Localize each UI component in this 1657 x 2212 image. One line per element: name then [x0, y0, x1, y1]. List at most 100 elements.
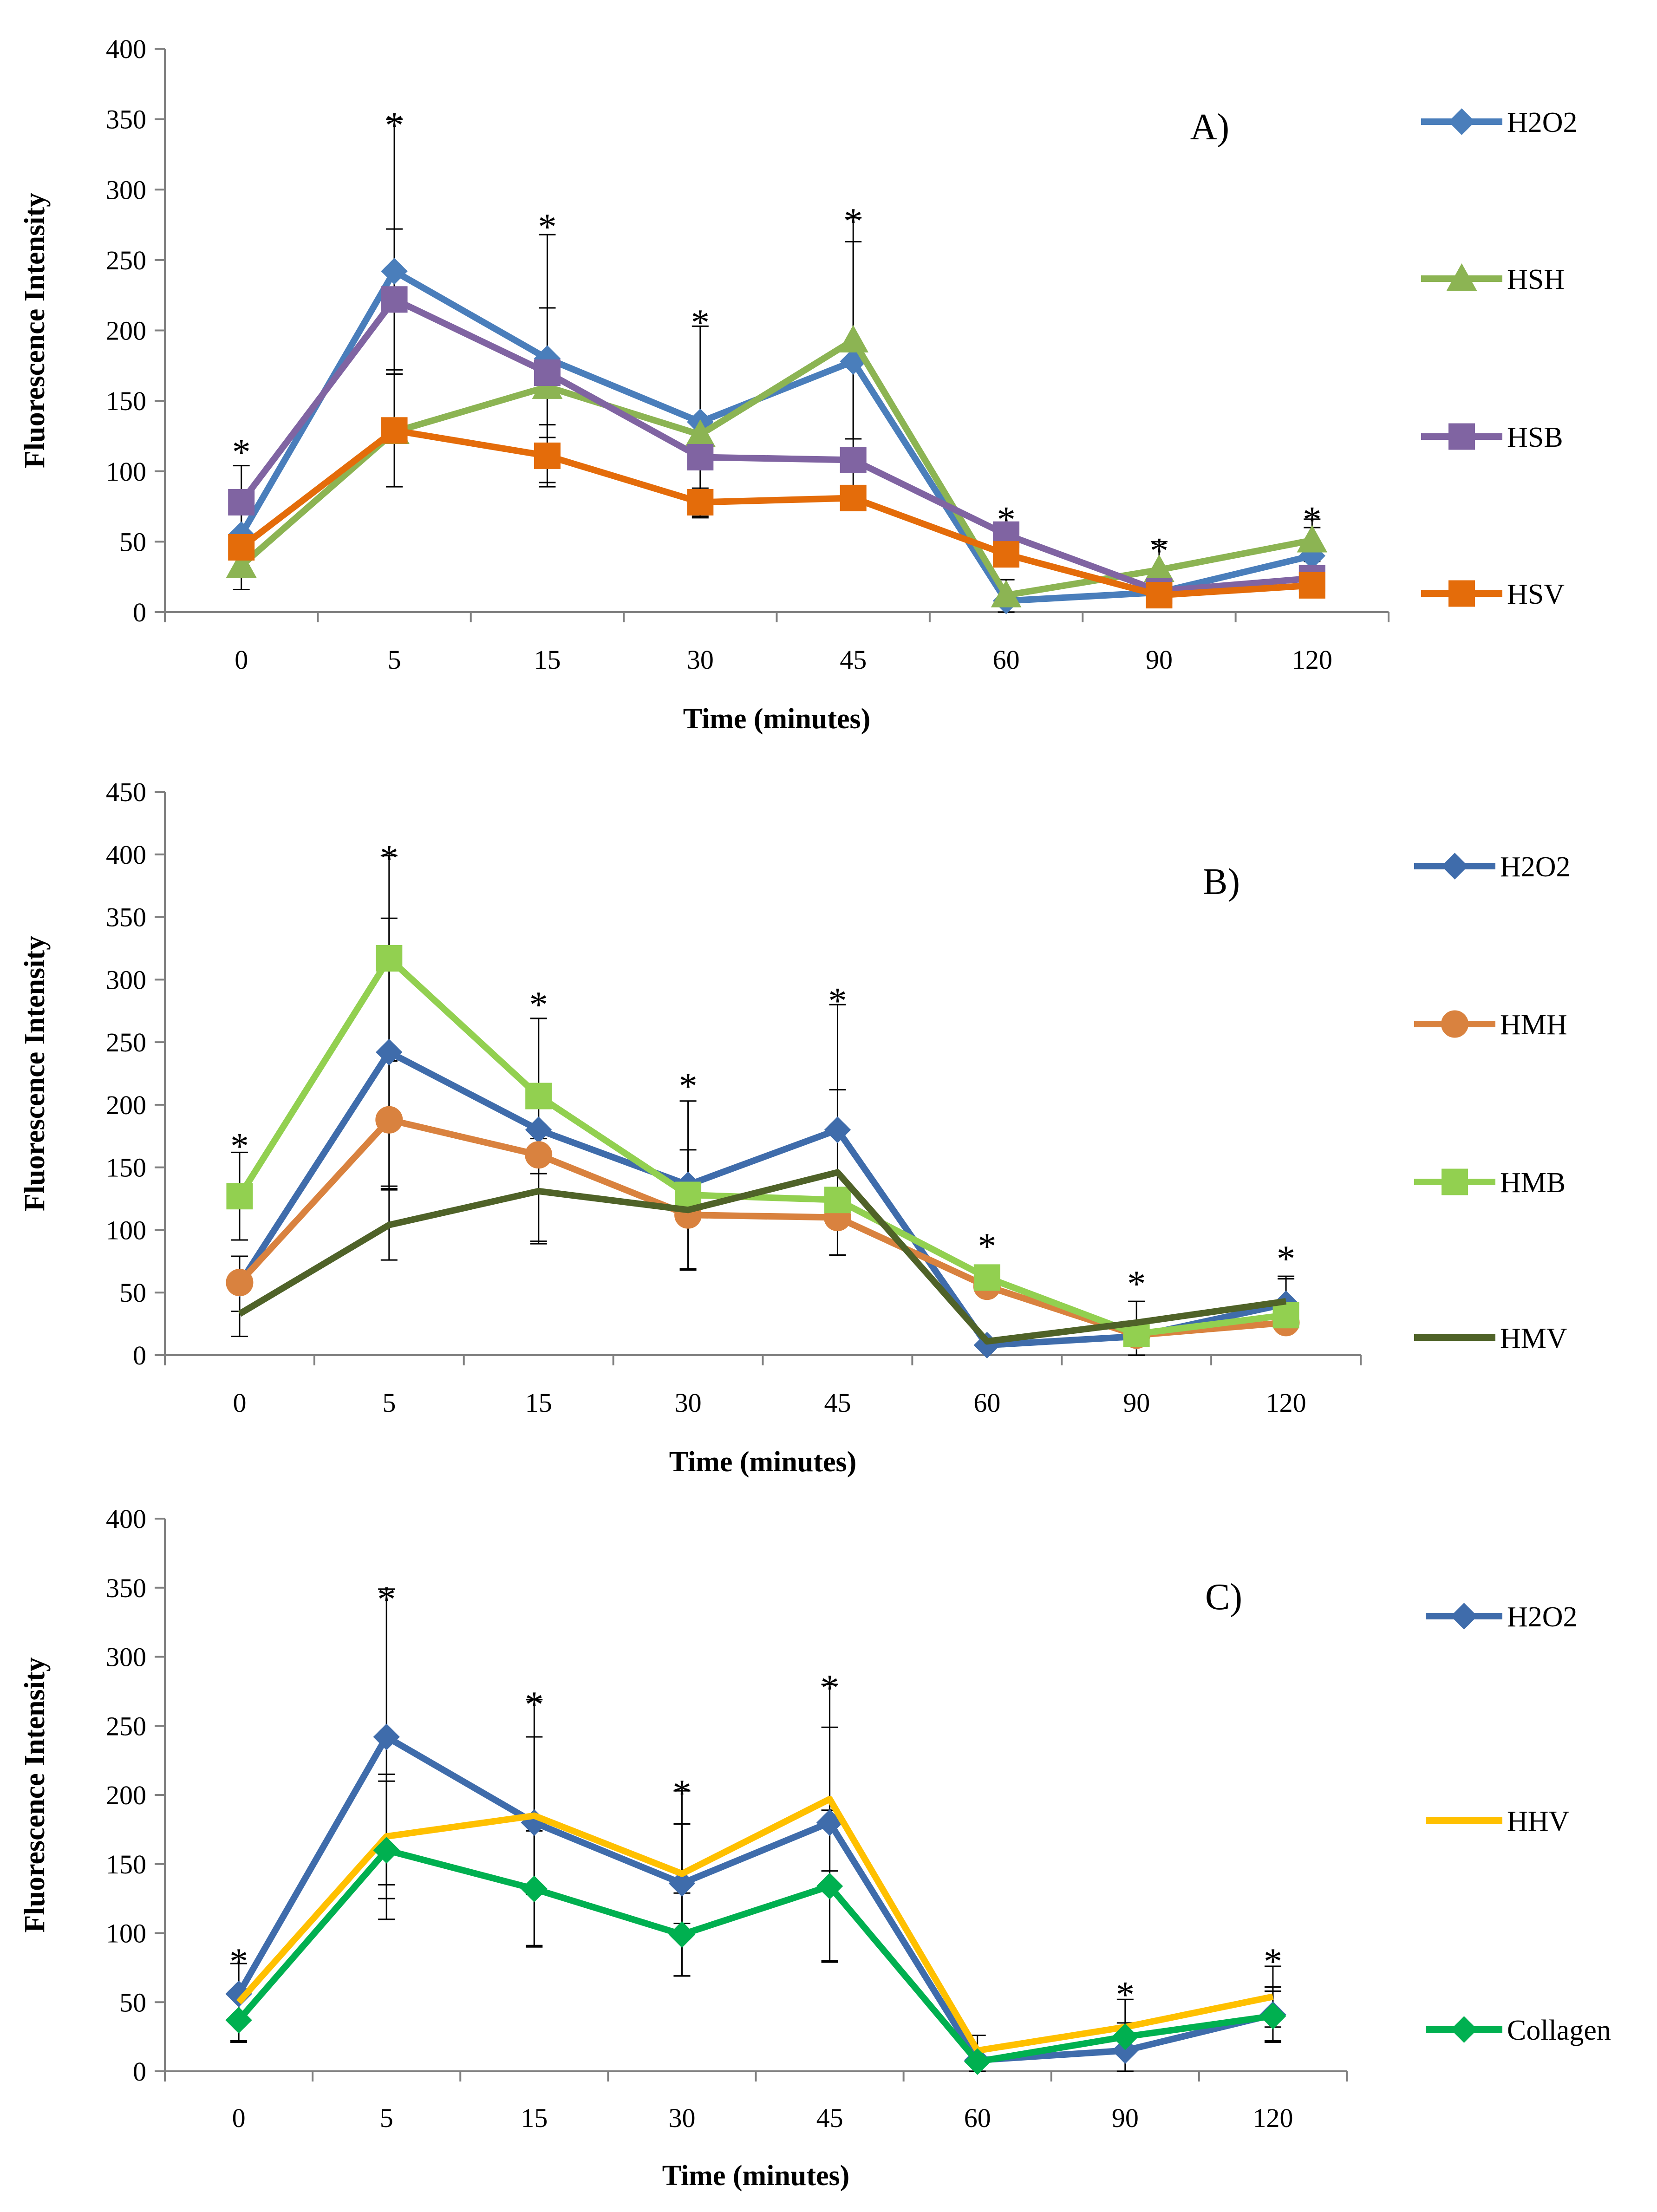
significance-star: *	[229, 1941, 248, 1982]
significance-star: *	[672, 1773, 691, 1814]
series-hhv	[236, 1795, 1274, 2054]
y-tick-label: 300	[106, 965, 146, 995]
data-point	[991, 580, 1022, 607]
significance-star: *	[691, 302, 710, 343]
data-point	[687, 489, 714, 515]
x-tick-label: 5	[388, 645, 401, 675]
legend-entry: HMV	[1414, 1323, 1567, 1354]
y-tick-label: 300	[106, 175, 146, 205]
x-tick-label: 0	[233, 1388, 246, 1418]
x-tick-label: 45	[816, 2103, 843, 2133]
legend-marker	[1448, 108, 1475, 135]
data-point	[225, 2007, 252, 2034]
significance-star: *	[538, 207, 556, 248]
y-tick-label: 0	[133, 597, 146, 627]
x-tick-label: 90	[1123, 1388, 1150, 1418]
y-tick-label: 400	[106, 840, 146, 870]
x-tick-label: 60	[973, 1388, 1000, 1418]
x-tick-label: 30	[675, 1388, 702, 1418]
x-tick-label: 0	[232, 2103, 246, 2133]
y-tick-label: 200	[106, 316, 146, 346]
y-tick-label: 200	[106, 1780, 146, 1810]
data-point	[525, 1083, 552, 1109]
data-point	[228, 534, 255, 561]
legend-entry: HHV	[1426, 1806, 1570, 1837]
data-point	[381, 417, 408, 444]
significance-star: *	[679, 1066, 698, 1107]
data-point	[375, 1106, 403, 1134]
legend-entry: H2O2	[1421, 107, 1578, 138]
y-tick-label: 300	[106, 1642, 146, 1672]
data-point	[1297, 525, 1328, 553]
legend-marker	[1442, 1168, 1468, 1195]
data-point	[228, 489, 255, 515]
significance-star: *	[997, 500, 1016, 541]
significance-star: *	[380, 838, 398, 879]
significance-star: *	[978, 1226, 996, 1267]
x-tick-label: 90	[1112, 2103, 1139, 2133]
y-tick-label: 150	[106, 1153, 146, 1183]
data-point	[381, 286, 408, 313]
y-tick-label: 400	[106, 1504, 146, 1534]
x-tick-label: 0	[235, 645, 248, 675]
series-line	[236, 1795, 1274, 2054]
y-tick-label: 250	[106, 1027, 146, 1057]
y-tick-label: 150	[106, 1849, 146, 1879]
series-line	[239, 296, 1312, 594]
legend-label: HSH	[1507, 264, 1565, 295]
x-tick-label: 30	[687, 645, 714, 675]
significance-star: *	[1116, 1975, 1135, 2016]
y-tick-label: 350	[106, 1573, 146, 1603]
legend-label: H2O2	[1507, 1601, 1578, 1633]
y-axis-title: Fluorescence Intensity	[19, 936, 51, 1211]
x-tick-label: 15	[534, 645, 561, 675]
x-tick-label: 15	[521, 2103, 548, 2133]
legend-label: HMH	[1500, 1009, 1567, 1041]
legend-marker	[1448, 423, 1475, 450]
data-point	[525, 1141, 553, 1169]
panel-a: 0 50 100 150 200 250 300 350 400 0 5 15 30 45 60 90 120 T…	[19, 34, 1578, 735]
x-tick-label: 120	[1253, 2103, 1293, 2133]
panel-b: 0 50 100 150 200 250 300 350 400 450 0 5 15 30 45 60 90 1…	[19, 777, 1571, 1478]
data-point	[824, 1187, 851, 1214]
data-point	[226, 550, 257, 578]
panel-c: 0 50 100 150 200 250 300 350 400 0 5 15 30 45 60 90 120 T…	[19, 1504, 1611, 2192]
series-line	[239, 337, 1313, 599]
y-tick-label: 50	[119, 527, 146, 557]
data-point	[226, 1183, 253, 1210]
data-point	[840, 446, 867, 473]
panel-label: A)	[1190, 107, 1229, 148]
legend-entry: HSB	[1421, 422, 1563, 453]
significance-star: *	[385, 105, 404, 146]
legend-marker	[1441, 853, 1468, 880]
legend-label: H2O2	[1507, 107, 1578, 138]
significance-star: *	[525, 1684, 543, 1725]
series-hsv	[228, 417, 1325, 609]
data-point	[824, 1116, 851, 1143]
legend-entry: H2O2	[1426, 1601, 1578, 1633]
data-point	[964, 2048, 991, 2075]
data-point	[373, 1837, 400, 1864]
y-tick-label: 100	[106, 457, 146, 487]
legend-label: HMB	[1500, 1167, 1566, 1199]
x-tick-label: 15	[525, 1388, 552, 1418]
data-point	[1259, 2003, 1286, 2029]
significance-star: *	[529, 985, 548, 1025]
panel-label: B)	[1203, 861, 1240, 902]
legend-entry: HMH	[1414, 1009, 1567, 1041]
significance-star: *	[377, 1579, 396, 1620]
significance-star: *	[1264, 1941, 1282, 1982]
y-tick-label: 250	[106, 245, 146, 275]
legend-entry: H2O2	[1414, 851, 1571, 883]
legend-label: H2O2	[1500, 851, 1571, 883]
legend-entry: HMB	[1414, 1167, 1566, 1199]
x-axis-title: Time (minutes)	[683, 703, 871, 735]
legend-entry: HSH	[1421, 263, 1565, 295]
data-point	[1112, 2037, 1139, 2064]
x-tick-label: 45	[824, 1388, 851, 1418]
data-point	[687, 444, 714, 470]
legend-label: HMV	[1500, 1323, 1567, 1354]
significance-star: *	[230, 1126, 249, 1167]
data-point	[816, 1873, 843, 1900]
